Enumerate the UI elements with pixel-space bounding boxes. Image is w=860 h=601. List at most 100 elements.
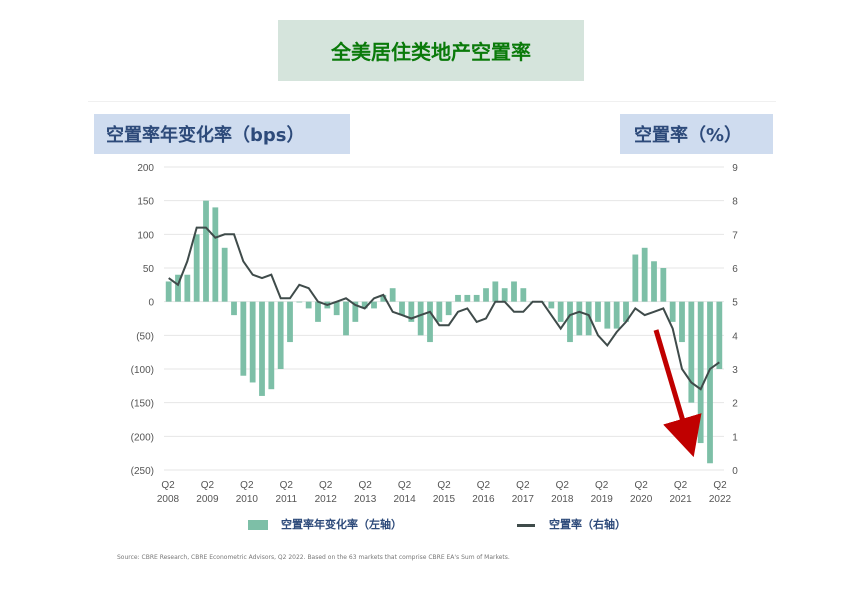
- left-axis-title: 空置率年变化率（bps）: [94, 114, 350, 154]
- right-tick-label: 4: [732, 331, 738, 342]
- bar: [511, 281, 517, 302]
- x-tick-quarter: Q2: [477, 480, 491, 491]
- bar: [352, 301, 359, 322]
- bar: [688, 301, 695, 403]
- right-tick-label: 7: [732, 230, 738, 241]
- bar: [660, 268, 667, 302]
- bar: [492, 281, 499, 302]
- bar: [371, 301, 377, 309]
- bar: [623, 301, 629, 322]
- x-tick-year: 2009: [196, 494, 219, 505]
- bar: [277, 301, 284, 369]
- x-tick-quarter: Q2: [358, 480, 372, 491]
- bar: [184, 274, 191, 302]
- legend-line-label: 空置率（右轴）: [549, 518, 626, 531]
- bar: [436, 301, 443, 322]
- x-tick-quarter: Q2: [516, 480, 530, 491]
- bar: [716, 301, 723, 369]
- x-tick-year: 2017: [512, 494, 535, 505]
- x-tick-year: 2012: [315, 494, 338, 505]
- bar: [604, 301, 611, 329]
- bar: [259, 301, 265, 396]
- decline-arrow: [653, 329, 702, 458]
- x-tick-quarter: Q2: [161, 480, 175, 491]
- bar: [445, 301, 452, 316]
- left-tick-label: (50): [136, 331, 154, 342]
- bar: [669, 301, 676, 322]
- bar: [361, 301, 368, 309]
- x-tick-quarter: Q2: [319, 480, 333, 491]
- bar: [557, 301, 564, 322]
- bar: [595, 301, 601, 322]
- right-tick-label: 6: [732, 264, 738, 275]
- x-tick-quarter: Q2: [201, 480, 215, 491]
- legend-bar-label: 空置率年变化率（左轴）: [281, 518, 402, 531]
- bar: [305, 301, 312, 309]
- x-tick-year: 2015: [433, 494, 456, 505]
- bar: [240, 301, 247, 376]
- x-tick-quarter: Q2: [674, 480, 688, 491]
- left-tick-label: 150: [137, 197, 154, 208]
- x-tick-year: 2013: [354, 494, 377, 505]
- bar: [464, 294, 471, 302]
- bar: [632, 254, 639, 302]
- source-note: Source: CBRE Research, CBRE Econometric …: [117, 554, 510, 561]
- bar: [333, 301, 340, 316]
- bar: [212, 207, 219, 302]
- bar: [651, 261, 657, 302]
- left-tick-label: 200: [137, 163, 154, 174]
- left-tick-label: (200): [131, 432, 154, 443]
- right-tick-label: 5: [732, 298, 738, 309]
- legend-bar-swatch: [248, 520, 268, 530]
- bar: [585, 301, 592, 336]
- x-tick-quarter: Q2: [437, 480, 451, 491]
- x-tick-quarter: Q2: [713, 480, 727, 491]
- page-title: 全美居住类地产空置率: [278, 20, 584, 81]
- right-tick-label: 2: [732, 399, 738, 410]
- x-tick-quarter: Q2: [595, 480, 609, 491]
- bar: [567, 301, 573, 343]
- x-tick-year: 2020: [630, 494, 653, 505]
- bar: [576, 301, 583, 336]
- bar: [408, 301, 415, 322]
- left-tick-label: (150): [131, 399, 154, 410]
- bar: [520, 288, 527, 302]
- bar: [399, 301, 405, 316]
- legend-line-swatch: [517, 524, 535, 527]
- bar: [165, 281, 172, 302]
- right-tick-label: 0: [732, 466, 738, 477]
- x-tick-quarter: Q2: [556, 480, 570, 491]
- right-tick-label: 8: [732, 197, 738, 208]
- bar: [501, 288, 508, 302]
- bar: [417, 301, 424, 336]
- x-tick-quarter: Q2: [240, 480, 254, 491]
- bar: [427, 301, 433, 343]
- left-tick-label: 100: [137, 230, 154, 241]
- left-tick-label: (250): [131, 466, 154, 477]
- bar: [343, 301, 349, 336]
- x-tick-year: 2018: [551, 494, 574, 505]
- x-tick-quarter: Q2: [280, 480, 294, 491]
- x-tick-year: 2014: [393, 494, 416, 505]
- bar: [249, 301, 256, 383]
- bar: [193, 234, 200, 302]
- bar: [483, 288, 489, 302]
- bar: [287, 301, 293, 343]
- bar: [175, 274, 181, 302]
- vacancy-rate-line: [168, 226, 720, 391]
- right-tick-label: 9: [732, 163, 738, 174]
- bar: [203, 200, 209, 302]
- right-tick-label: 1: [732, 432, 738, 443]
- left-tick-label: (100): [131, 365, 154, 376]
- bar: [389, 288, 396, 302]
- left-tick-label: 50: [143, 264, 155, 275]
- x-tick-year: 2021: [669, 494, 692, 505]
- bar: [548, 301, 555, 309]
- bar: [315, 301, 321, 322]
- x-tick-year: 2010: [236, 494, 259, 505]
- bar: [380, 294, 387, 302]
- bar: [296, 301, 303, 303]
- bar: [641, 247, 648, 302]
- bar: [231, 301, 237, 316]
